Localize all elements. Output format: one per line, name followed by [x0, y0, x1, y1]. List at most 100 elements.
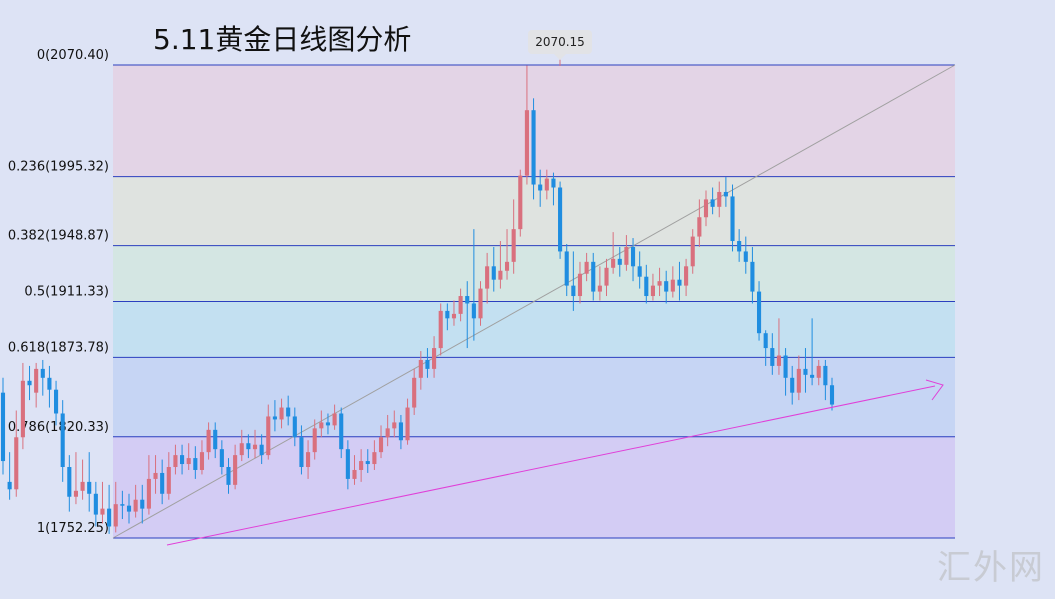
trendline-arrowhead: [925, 379, 944, 401]
fib-label-0.382: 0.382(1948.87): [8, 229, 109, 244]
fib-band-0.5: [113, 301, 955, 358]
support-trendline: [166, 385, 936, 546]
fib-label-1: 1(1752.25): [37, 521, 109, 536]
candle-body: [657, 281, 662, 286]
candle-body: [604, 267, 609, 286]
fib-band-0.382: [113, 245, 955, 302]
candle-body: [193, 458, 198, 470]
candle-body: [126, 505, 132, 512]
candle-body: [325, 422, 331, 426]
candle-body: [425, 359, 430, 369]
candle-body: [617, 258, 622, 265]
candle-body: [27, 380, 32, 386]
candle-body: [80, 481, 85, 491]
candle-body: [511, 229, 516, 262]
candle-body: [226, 467, 231, 485]
candle-body: [173, 455, 178, 468]
candle-body: [491, 266, 496, 280]
candle-body: [717, 191, 722, 207]
candle-body: [352, 469, 357, 479]
candle-body: [239, 443, 244, 456]
candle-body: [133, 499, 138, 512]
candle-body: [7, 481, 12, 490]
candle-body: [332, 413, 337, 426]
candle-body: [246, 443, 251, 450]
candle-body: [630, 246, 636, 267]
candle-body: [544, 178, 549, 191]
candle-body: [286, 407, 291, 417]
candle-body: [664, 281, 669, 292]
fib-label-0.5: 0.5(1911.33): [24, 284, 109, 299]
candle-body: [524, 110, 529, 176]
candle-body: [690, 236, 695, 267]
candle-body: [644, 276, 649, 297]
candle-body: [279, 407, 284, 420]
candle-body: [551, 178, 556, 188]
candle-body: [763, 333, 768, 349]
candle-body: [219, 449, 224, 468]
candle-body: [810, 374, 815, 378]
candle-body: [498, 270, 503, 280]
candle-body: [703, 199, 709, 218]
candle-body: [345, 449, 350, 479]
candle-body: [776, 355, 781, 366]
candle-body: [571, 285, 576, 297]
candle-body: [478, 288, 483, 319]
candle-body: [312, 428, 317, 453]
candle-body: [113, 504, 118, 527]
candle-body: [252, 444, 258, 450]
candle-body: [60, 413, 65, 468]
candle-body: [319, 422, 324, 429]
candle-body: [40, 368, 45, 378]
candle-body: [398, 422, 403, 441]
candle-body: [591, 261, 596, 292]
fib-band-0.786: [113, 436, 955, 538]
candle-body: [153, 472, 158, 479]
peak-price-tag: 2070.15: [528, 30, 592, 60]
fib-label-0: 0(2070.40): [37, 48, 109, 63]
candle-body: [166, 467, 171, 494]
candle-body: [697, 217, 702, 237]
candle-body: [790, 377, 795, 393]
fib-label-0.786: 0.786(1820.33): [8, 420, 109, 435]
candle-body: [783, 355, 788, 378]
candle-body: [445, 310, 450, 319]
candle-body: [100, 508, 105, 515]
candle-body: [816, 365, 821, 378]
candle-body: [737, 241, 742, 252]
candle-body: [206, 429, 211, 453]
candle-body: [299, 437, 304, 468]
candle-body: [233, 455, 238, 485]
candle-body: [597, 285, 602, 292]
candle-body: [710, 199, 715, 207]
candle-body: [624, 246, 629, 265]
candle-body: [538, 184, 543, 191]
candle-body: [160, 472, 165, 494]
candle-body: [458, 296, 463, 314]
fib-diagonal-line: [112, 64, 956, 539]
candle-body: [259, 444, 264, 456]
candle-body: [199, 452, 205, 470]
candle-body: [829, 385, 835, 405]
candle-body: [756, 291, 762, 334]
candle-body: [471, 303, 476, 319]
candle-body: [378, 437, 384, 453]
candle-body: [0, 392, 6, 462]
candle-body: [47, 377, 52, 390]
candle-body: [306, 452, 311, 468]
candle-body: [611, 258, 616, 268]
candle-body: [770, 348, 775, 366]
candle-body: [577, 273, 583, 297]
fib-label-0.236: 0.236(1995.32): [8, 160, 109, 175]
fib-label-0.618: 0.618(1873.78): [8, 340, 109, 355]
candle-body: [14, 437, 19, 490]
candle-body: [650, 285, 655, 297]
candle-body: [405, 407, 410, 441]
candle-body: [93, 493, 98, 515]
candle-body: [359, 461, 364, 470]
candle-body: [684, 266, 689, 286]
candle-body: [723, 191, 728, 197]
candle-body: [213, 429, 218, 450]
fib-band-0.618: [113, 357, 955, 437]
